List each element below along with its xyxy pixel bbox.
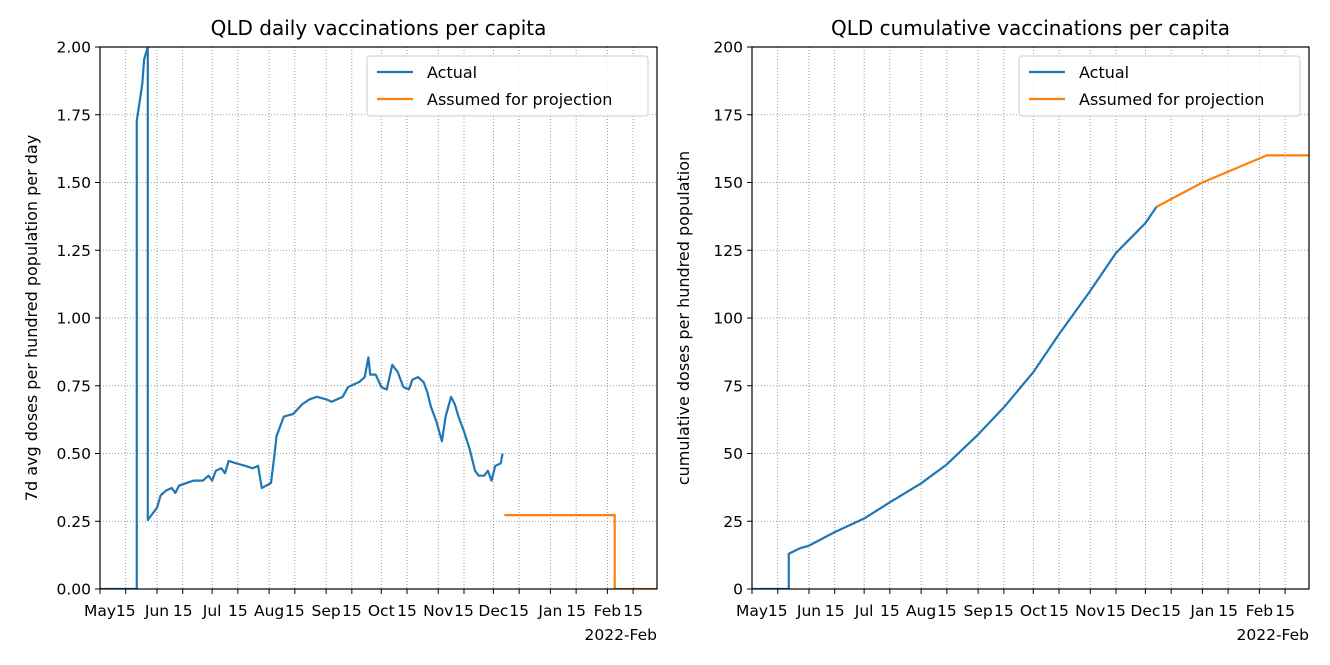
y-tick-label: 0.50 xyxy=(56,445,91,463)
y-tick-label: 1.00 xyxy=(56,310,91,328)
x-tick-label: 15 xyxy=(285,602,305,620)
plot-frame xyxy=(751,46,1310,590)
x-tick-label: Aug xyxy=(906,602,936,620)
x-tick-label: Jan xyxy=(1189,602,1214,620)
x-tick-label: 15 xyxy=(1106,602,1126,620)
x-tick-label: 15 xyxy=(1161,602,1181,620)
x-tick-label: 15 xyxy=(566,602,586,620)
x-tick-label: Dec xyxy=(1130,602,1160,620)
x-tick-label: 15 xyxy=(509,602,529,620)
y-tick-label: 1.50 xyxy=(56,174,91,192)
x-tick-label: 15 xyxy=(1218,602,1238,620)
legend-label: Assumed for projection xyxy=(427,90,612,109)
y-axis-label: 7d avg doses per hundred population per … xyxy=(22,135,41,501)
daily-vaccinations-chart: QLD daily vaccinations per capita 0.00 0.2… xyxy=(22,16,658,644)
x-tick-label: Oct xyxy=(368,602,395,620)
x-tick-label: 15 xyxy=(454,602,474,620)
y-tick-label: 200 xyxy=(713,39,743,57)
y-tick-label: 0 xyxy=(733,581,743,599)
x-tick-label: 15 xyxy=(825,602,845,620)
x-tick-label: Feb xyxy=(594,602,621,620)
x-tick-label: 15 xyxy=(937,602,957,620)
x-offset-label: 2022-Feb xyxy=(1237,626,1309,644)
x-tick-label: 15 xyxy=(342,602,362,620)
x-tick-label: Jun xyxy=(796,602,821,620)
chart-title: QLD daily vaccinations per capita xyxy=(211,16,547,40)
x-tick-label: 15 xyxy=(173,602,193,620)
series-line-projection xyxy=(504,513,657,589)
x-tick-label: Jul xyxy=(202,602,222,620)
x-offset-label: 2022-Feb xyxy=(585,626,657,644)
x-tick-label: 15 xyxy=(880,602,900,620)
y-tick-label: 50 xyxy=(723,445,743,463)
x-tick-label: 15 xyxy=(228,602,248,620)
series-line-projection xyxy=(1155,154,1309,208)
y-tick-label: 75 xyxy=(723,377,743,395)
series-line-actual xyxy=(752,206,1158,589)
chart-title: QLD cumulative vaccinations per capita xyxy=(831,16,1230,40)
y-tick-label: 0.00 xyxy=(56,581,91,599)
y-axis-label: cumulative doses per hundred population xyxy=(674,151,693,485)
legend-label: Actual xyxy=(427,63,477,82)
legend-label: Actual xyxy=(1079,63,1129,82)
x-tick-label: 15 xyxy=(116,602,136,620)
y-tick-label: 100 xyxy=(713,310,743,328)
series-line-actual xyxy=(100,47,504,589)
x-tick-label: 15 xyxy=(994,602,1014,620)
x-tick-label: May xyxy=(84,602,116,620)
x-tick-label: Nov xyxy=(1075,602,1105,620)
y-tick-label: 150 xyxy=(713,174,743,192)
y-tick-label: 0.25 xyxy=(56,513,91,531)
y-tick-label: 2.00 xyxy=(56,39,91,57)
y-tick-label: 1.25 xyxy=(56,242,91,260)
x-tick-label: Oct xyxy=(1020,602,1047,620)
x-tick-label: 15 xyxy=(397,602,417,620)
x-tick-label: Sep xyxy=(963,602,992,620)
x-tick-label: 15 xyxy=(1049,602,1069,620)
y-tick-label: 1.75 xyxy=(56,106,91,124)
y-tick-label: 25 xyxy=(723,513,743,531)
x-tick-label: Feb xyxy=(1246,602,1273,620)
plot-frame xyxy=(99,46,658,590)
x-tick-label: May xyxy=(736,602,768,620)
legend: Actual Assumed for projection xyxy=(366,55,649,117)
x-tick-label: 15 xyxy=(768,602,788,620)
x-tick-label: Jan xyxy=(537,602,562,620)
x-tick-label: Jun xyxy=(144,602,169,620)
x-tick-label: Aug xyxy=(254,602,284,620)
x-tick-label: Jul xyxy=(854,602,874,620)
cumulative-vaccinations-chart: QLD cumulative vaccinations per capita 0 2… xyxy=(674,16,1310,644)
y-tick-label: 125 xyxy=(713,242,743,260)
x-tick-label: Nov xyxy=(423,602,453,620)
legend: Actual Assumed for projection xyxy=(1018,55,1301,117)
x-tick-label: Sep xyxy=(311,602,340,620)
legend-label: Assumed for projection xyxy=(1079,90,1264,109)
x-tick-label: Dec xyxy=(478,602,508,620)
x-tick-label: 15 xyxy=(623,602,643,620)
x-tick-label: 15 xyxy=(1275,602,1295,620)
y-tick-label: 0.75 xyxy=(56,377,91,395)
legend-box xyxy=(1018,55,1301,117)
legend-box xyxy=(366,55,649,117)
y-tick-label: 175 xyxy=(713,106,743,124)
